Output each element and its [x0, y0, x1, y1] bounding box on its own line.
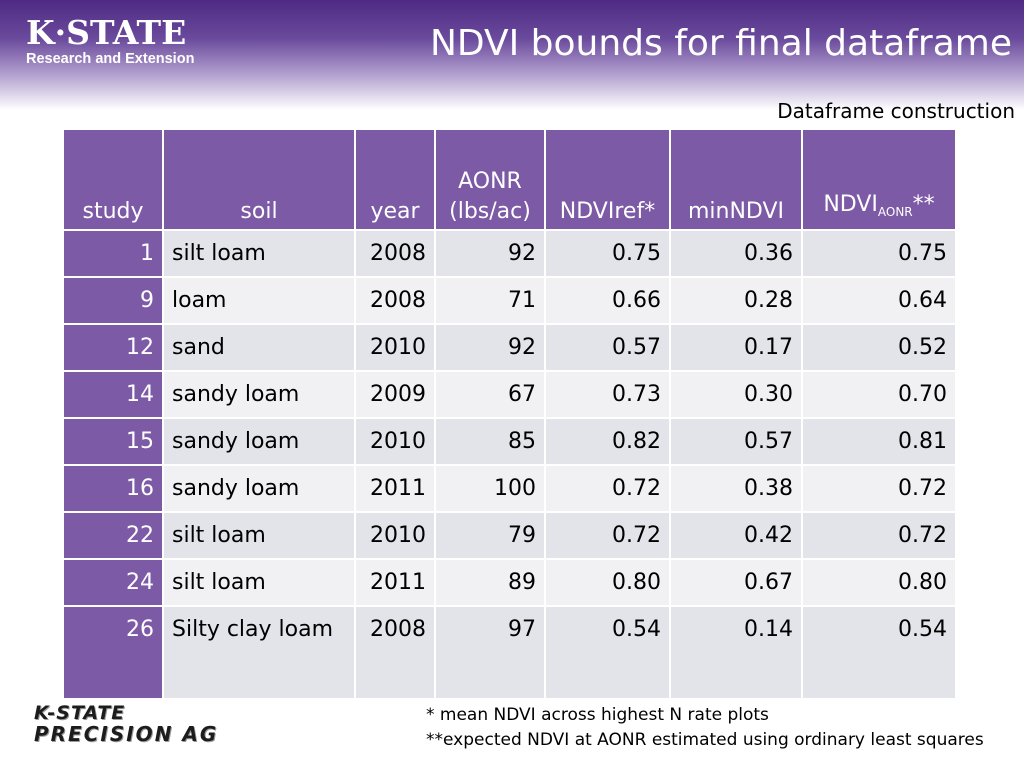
- precision-ag-logo: K-STATE PRECISION AG: [34, 702, 219, 746]
- cell-study: 12: [62, 323, 164, 372]
- cell-ndviref: 0.80: [544, 558, 671, 607]
- table-row: 9 loam 2008 71 0.66 0.28 0.64: [62, 276, 957, 325]
- cell-aonr: 92: [434, 229, 546, 278]
- cell-minndvi: 0.36: [669, 229, 803, 278]
- cell-ndviaonr: 0.70: [801, 370, 957, 419]
- cell-ndviaonr: 0.75: [801, 229, 957, 278]
- header-ndviref: NDVIref*: [544, 128, 671, 231]
- cell-year: 2011: [354, 464, 436, 513]
- table-row: 16 sandy loam 2011 100 0.72 0.38 0.72: [62, 464, 957, 513]
- footnote-ndviaonr: **expected NDVI at AONR estimated using …: [426, 730, 984, 750]
- cell-ndviref: 0.57: [544, 323, 671, 372]
- cell-aonr: 92: [434, 323, 546, 372]
- table-row: 22 silt loam 2010 79 0.72 0.42 0.72: [62, 511, 957, 560]
- cell-aonr: 71: [434, 276, 546, 325]
- cell-aonr: 97: [434, 605, 546, 700]
- table-row: 26 Silty clay loam 2008 97 0.54 0.14 0.5…: [62, 605, 957, 700]
- table-row: 14 sandy loam 2009 67 0.73 0.30 0.70: [62, 370, 957, 419]
- header-ndviaonr-base: NDVI: [823, 192, 878, 217]
- cell-ndviaonr: 0.81: [801, 417, 957, 466]
- cell-minndvi: 0.17: [669, 323, 803, 372]
- cell-soil: loam: [162, 276, 356, 325]
- table-row: 15 sandy loam 2010 85 0.82 0.57 0.81: [62, 417, 957, 466]
- header-minndvi: minNDVI: [669, 128, 803, 231]
- header-aonr-line1: AONR: [458, 169, 522, 194]
- footnotes: * mean NDVI across highest N rate plots …: [426, 703, 984, 753]
- cell-ndviaonr: 0.64: [801, 276, 957, 325]
- cell-ndviref: 0.75: [544, 229, 671, 278]
- precision-ag-logo-line1: K-STATE: [34, 702, 126, 724]
- cell-minndvi: 0.57: [669, 417, 803, 466]
- cell-year: 2010: [354, 323, 436, 372]
- slide-title: NDVI bounds for final dataframe: [429, 23, 1012, 64]
- cell-year: 2009: [354, 370, 436, 419]
- cell-minndvi: 0.38: [669, 464, 803, 513]
- table-row: 24 silt loam 2011 89 0.80 0.67 0.80: [62, 558, 957, 607]
- cell-ndviref: 0.73: [544, 370, 671, 419]
- cell-aonr: 79: [434, 511, 546, 560]
- cell-study: 9: [62, 276, 164, 325]
- cell-year: 2008: [354, 605, 436, 700]
- table-row: 12 sand 2010 92 0.57 0.17 0.52: [62, 323, 957, 372]
- cell-study: 24: [62, 558, 164, 607]
- cell-aonr: 85: [434, 417, 546, 466]
- cell-soil: silt loam: [162, 229, 356, 278]
- header-aonr-line2: (lbs/ac): [449, 199, 531, 224]
- cell-ndviaonr: 0.72: [801, 464, 957, 513]
- slide-subtitle: Dataframe construction: [777, 99, 1015, 123]
- logo-sub-text: Research and Extension: [26, 51, 195, 67]
- cell-aonr: 67: [434, 370, 546, 419]
- cell-year: 2008: [354, 276, 436, 325]
- cell-study: 16: [62, 464, 164, 513]
- header-study: study: [62, 128, 164, 231]
- header-soil: soil: [162, 128, 356, 231]
- logo-main-text: K·STATE: [26, 13, 187, 52]
- cell-ndviaonr: 0.72: [801, 511, 957, 560]
- cell-year: 2011: [354, 558, 436, 607]
- header-ndviaonr: NDVIAONR**: [801, 128, 957, 231]
- kstate-logo: K·STATE Research and Extension: [26, 13, 195, 68]
- cell-soil: sand: [162, 323, 356, 372]
- cell-year: 2010: [354, 417, 436, 466]
- cell-study: 1: [62, 229, 164, 278]
- cell-ndviref: 0.72: [544, 464, 671, 513]
- cell-ndviref: 0.66: [544, 276, 671, 325]
- cell-soil: silt loam: [162, 558, 356, 607]
- cell-soil: silt loam: [162, 511, 356, 560]
- cell-study: 14: [62, 370, 164, 419]
- cell-soil: sandy loam: [162, 370, 356, 419]
- cell-study: 26: [62, 605, 164, 700]
- cell-ndviaonr: 0.54: [801, 605, 957, 700]
- cell-soil: Silty clay loam: [162, 605, 356, 700]
- cell-minndvi: 0.42: [669, 511, 803, 560]
- cell-ndviref: 0.54: [544, 605, 671, 700]
- cell-year: 2008: [354, 229, 436, 278]
- header-year: year: [354, 128, 436, 231]
- table-row: 1 silt loam 2008 92 0.75 0.36 0.75: [62, 229, 957, 278]
- cell-aonr: 89: [434, 558, 546, 607]
- cell-minndvi: 0.67: [669, 558, 803, 607]
- cell-soil: sandy loam: [162, 417, 356, 466]
- cell-minndvi: 0.30: [669, 370, 803, 419]
- cell-aonr: 100: [434, 464, 546, 513]
- header-band: [0, 0, 1024, 110]
- cell-ndviaonr: 0.80: [801, 558, 957, 607]
- cell-year: 2010: [354, 511, 436, 560]
- header-ndviaonr-suffix: **: [912, 192, 935, 217]
- cell-study: 15: [62, 417, 164, 466]
- table-header-row: study soil year AONR (lbs/ac) NDVIref* m…: [62, 128, 957, 231]
- cell-ndviref: 0.72: [544, 511, 671, 560]
- footnote-ndviref: * mean NDVI across highest N rate plots: [426, 705, 769, 725]
- header-ndviaonr-sub: AONR: [877, 205, 913, 219]
- cell-ndviaonr: 0.52: [801, 323, 957, 372]
- cell-study: 22: [62, 511, 164, 560]
- ndvi-table: study soil year AONR (lbs/ac) NDVIref* m…: [62, 128, 957, 700]
- header-aonr: AONR (lbs/ac): [434, 128, 546, 231]
- cell-ndviref: 0.82: [544, 417, 671, 466]
- cell-minndvi: 0.14: [669, 605, 803, 700]
- precision-ag-logo-line2: PRECISION AG: [34, 722, 219, 746]
- cell-soil: sandy loam: [162, 464, 356, 513]
- cell-minndvi: 0.28: [669, 276, 803, 325]
